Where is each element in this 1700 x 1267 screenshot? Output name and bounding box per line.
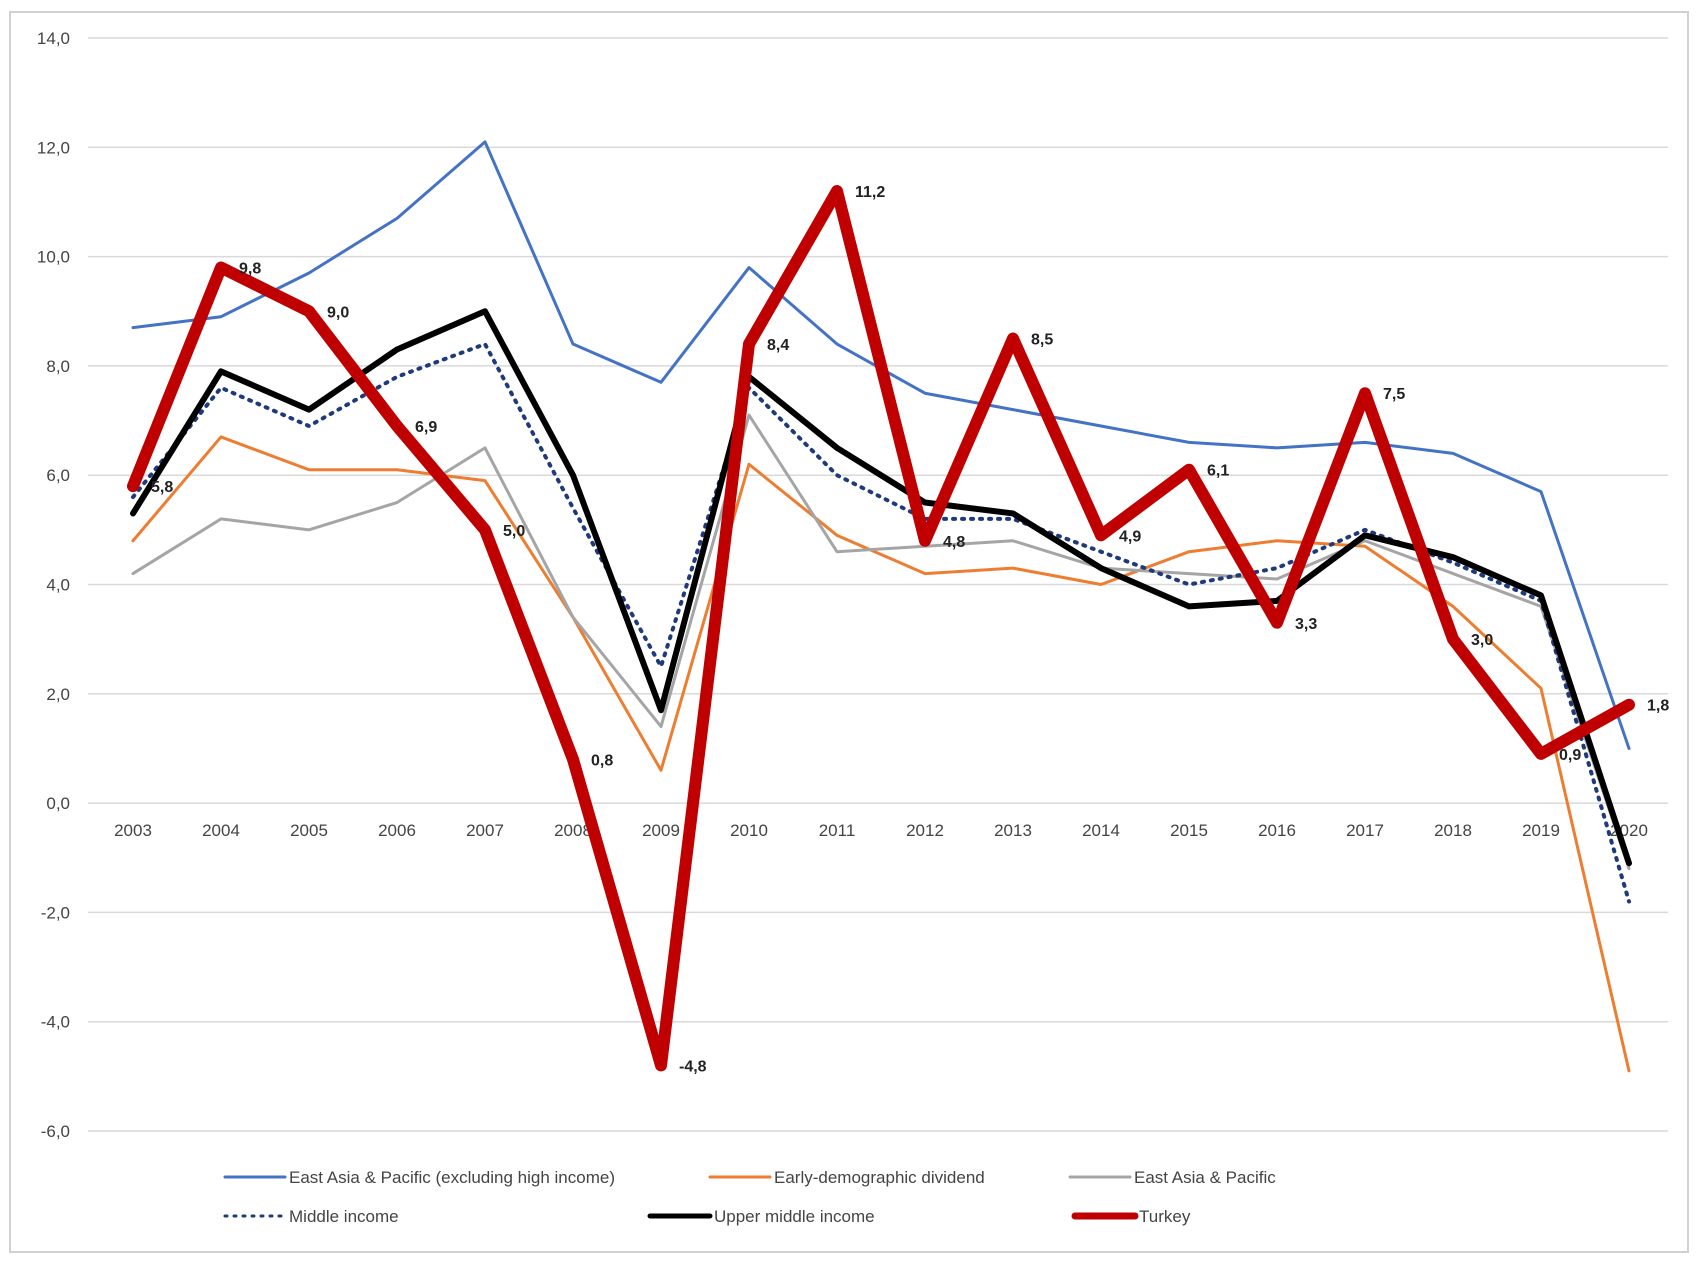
legend-label: Middle income — [289, 1207, 399, 1226]
y-tick-label: 14,0 — [37, 29, 70, 48]
y-tick-label: -4,0 — [41, 1013, 70, 1032]
x-tick-label: 2005 — [290, 821, 328, 840]
series-lines — [127, 140, 1635, 1073]
y-tick-label: 10,0 — [37, 248, 70, 267]
data-label: 5,8 — [151, 479, 173, 496]
x-tick-label: 2011 — [819, 821, 856, 840]
data-label: -4,8 — [679, 1058, 707, 1075]
data-label: 0,9 — [1559, 747, 1581, 764]
x-tick-label: 2003 — [114, 821, 152, 840]
x-tick-label: 2004 — [202, 821, 240, 840]
data-label: 4,9 — [1119, 528, 1141, 545]
data-label: 3,0 — [1471, 632, 1493, 649]
legend-label: East Asia & Pacific — [1134, 1168, 1276, 1187]
x-tick-label: 2006 — [378, 821, 416, 840]
y-tick-label: -2,0 — [41, 903, 70, 922]
data-label: 4,8 — [943, 534, 965, 551]
y-axis-tick-labels: 14,0 12,0 10,0 8,0 6,0 4,0 2,0 0,0 -2,0 -4,0 -6,0 — [37, 29, 70, 1141]
data-label: 8,5 — [1031, 332, 1053, 349]
turkey-data-labels: 5,8 9,8 9,0 6,9 5,0 0,8 -4,8 8,4 11,2 4,8 8,5 4,9 6,… — [151, 184, 1669, 1075]
legend-label: Early-demographic dividend — [774, 1168, 985, 1187]
data-label: 9,8 — [239, 261, 261, 278]
x-tick-label: 2017 — [1346, 821, 1384, 840]
series-line-east-asia-pacific — [131, 413, 1631, 871]
legend-label: Turkey — [1139, 1207, 1191, 1226]
series-line-turkey — [127, 185, 1635, 1072]
x-tick-label: 2008 — [554, 821, 592, 840]
data-label: 0,8 — [591, 752, 613, 769]
y-tick-label: 8,0 — [46, 357, 70, 376]
legend-label: Upper middle income — [714, 1207, 875, 1226]
data-label: 1,8 — [1647, 698, 1669, 715]
y-tick-label: 12,0 — [37, 138, 70, 157]
x-tick-label: 2012 — [906, 821, 944, 840]
data-label: 3,3 — [1295, 616, 1317, 633]
x-tick-label: 2019 — [1522, 821, 1560, 840]
legend-label: East Asia & Pacific (excluding high inco… — [289, 1168, 615, 1187]
x-tick-label: 2015 — [1170, 821, 1208, 840]
data-label: 5,0 — [503, 523, 525, 540]
data-label: 8,4 — [767, 337, 789, 354]
chart-border — [9, 11, 1689, 1253]
y-tick-label: 0,0 — [46, 794, 70, 813]
series-line-early-demographic-dividend — [131, 435, 1631, 1073]
data-label: 7,5 — [1383, 386, 1405, 403]
y-tick-label: 6,0 — [46, 466, 70, 485]
x-axis-tick-labels: 2003 2004 2005 2006 2007 2008 2009 2010 2011 2012… — [114, 821, 1648, 840]
data-label: 6,1 — [1207, 463, 1229, 480]
data-label: 11,2 — [855, 184, 885, 201]
x-tick-label: 2009 — [642, 821, 680, 840]
series-line-upper-middle-income — [130, 308, 1632, 867]
data-label: 9,0 — [327, 304, 349, 321]
x-tick-label: 2018 — [1434, 821, 1472, 840]
x-tick-label: 2014 — [1082, 821, 1120, 840]
x-tick-label: 2013 — [994, 821, 1032, 840]
legend: East Asia & Pacific (excluding high inco… — [223, 1168, 1276, 1226]
y-tick-label: 4,0 — [46, 576, 70, 595]
y-tick-label: 2,0 — [46, 685, 70, 704]
data-label: 6,9 — [415, 419, 437, 436]
x-tick-label: 2010 — [730, 821, 768, 840]
series-line-middle-income — [131, 342, 1631, 904]
y-tick-label: -6,0 — [41, 1122, 70, 1141]
x-tick-label: 2007 — [466, 821, 504, 840]
x-tick-label: 2016 — [1258, 821, 1296, 840]
